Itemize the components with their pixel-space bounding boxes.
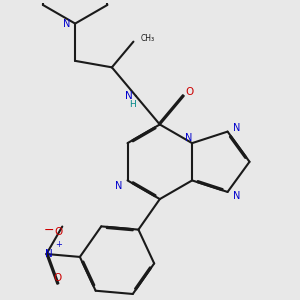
Text: N: N xyxy=(125,91,133,101)
Text: O: O xyxy=(186,87,194,97)
Text: N: N xyxy=(233,123,240,133)
Text: N: N xyxy=(44,249,52,259)
Text: N: N xyxy=(115,181,122,191)
Text: N: N xyxy=(184,133,192,143)
Text: N: N xyxy=(63,19,70,28)
Text: CH₃: CH₃ xyxy=(140,34,154,43)
Text: −: − xyxy=(43,224,54,237)
Text: H: H xyxy=(130,100,136,109)
Text: +: + xyxy=(55,240,62,249)
Text: O: O xyxy=(53,273,61,283)
Text: O: O xyxy=(54,227,62,237)
Text: N: N xyxy=(233,191,240,201)
